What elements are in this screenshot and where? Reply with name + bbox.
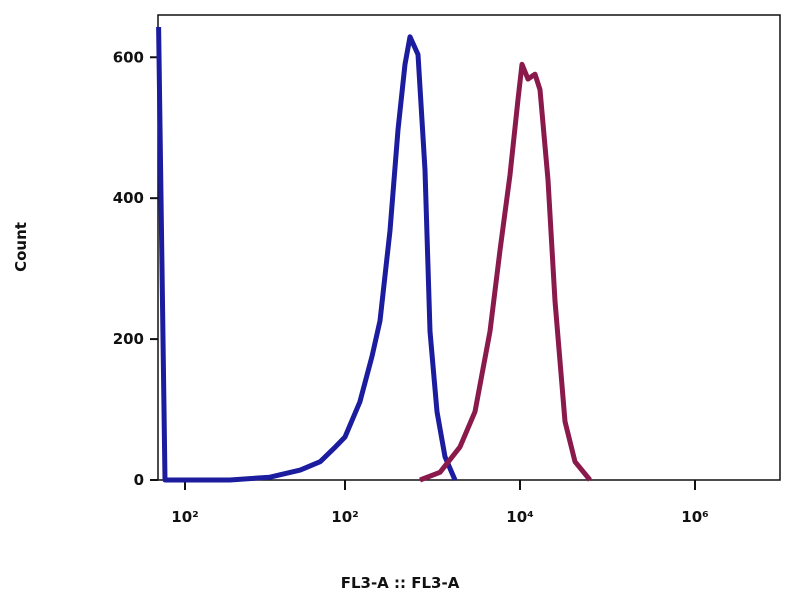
y-tick-label: 0 [134, 471, 144, 489]
x-tick-label: 10² [331, 508, 358, 526]
y-tick-label: 600 [113, 48, 144, 66]
x-tick-label: 10⁶ [681, 508, 708, 526]
x-axis-label: FL3-A :: FL3-A [341, 574, 460, 592]
x-tick-label: 10⁴ [506, 508, 533, 526]
plot-frame [157, 14, 781, 481]
x-tick-label: 10² [171, 508, 198, 526]
y-axis-label: Count [12, 222, 30, 272]
histogram-line [156, 26, 458, 483]
y-tick-label: 200 [113, 330, 144, 348]
y-tick-label: 400 [113, 189, 144, 207]
histogram-line [419, 61, 592, 483]
